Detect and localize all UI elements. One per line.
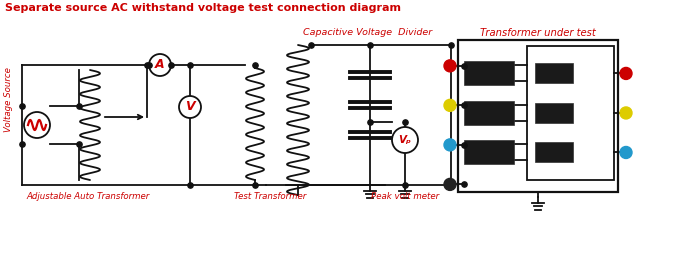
Text: Adjustable Auto Transformer: Adjustable Auto Transformer xyxy=(26,192,150,201)
Bar xyxy=(535,63,573,83)
Bar xyxy=(464,140,514,165)
Text: Capacitive Voltage  Divider: Capacitive Voltage Divider xyxy=(303,28,433,37)
Text: A: A xyxy=(155,58,165,72)
Circle shape xyxy=(444,60,456,72)
Bar xyxy=(535,142,573,162)
Bar xyxy=(464,101,514,125)
Bar xyxy=(527,46,614,180)
Text: Voltage Source: Voltage Source xyxy=(5,68,13,132)
Circle shape xyxy=(620,67,632,80)
Text: Peak volt meter: Peak volt meter xyxy=(371,192,439,201)
Text: Test Transformer: Test Transformer xyxy=(234,192,306,201)
Circle shape xyxy=(179,96,201,118)
Bar xyxy=(458,40,618,192)
Circle shape xyxy=(620,146,632,159)
Circle shape xyxy=(444,99,456,111)
Bar xyxy=(464,61,514,86)
Text: Transformer under test: Transformer under test xyxy=(480,28,596,38)
Bar xyxy=(535,103,573,123)
Circle shape xyxy=(392,127,418,153)
Circle shape xyxy=(444,178,456,190)
Text: Separate source AC withstand voltage test connection diagram: Separate source AC withstand voltage tes… xyxy=(5,3,401,13)
Text: V: V xyxy=(185,101,195,114)
Circle shape xyxy=(149,54,171,76)
Circle shape xyxy=(444,139,456,151)
Circle shape xyxy=(620,107,632,119)
Text: Vₚ: Vₚ xyxy=(398,135,412,145)
Circle shape xyxy=(24,112,50,138)
